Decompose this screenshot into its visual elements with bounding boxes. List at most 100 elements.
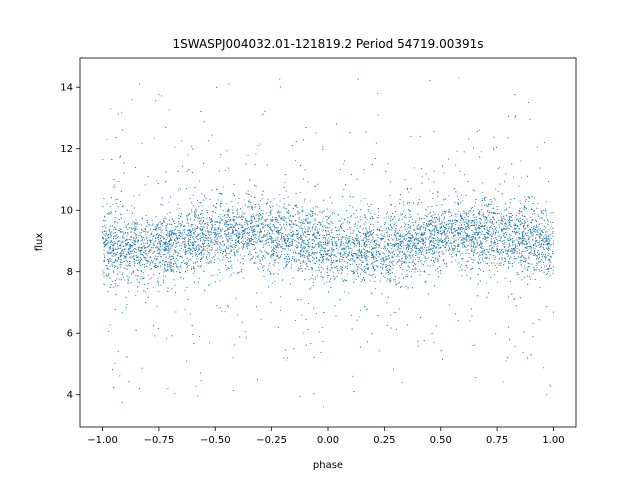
data-point (206, 218, 208, 220)
data-point (507, 246, 509, 248)
data-point (498, 166, 500, 168)
data-point (212, 257, 214, 259)
data-point (443, 232, 445, 234)
data-point (451, 220, 453, 222)
data-point (347, 255, 349, 257)
data-point (542, 213, 544, 215)
data-point (137, 241, 139, 243)
data-point (150, 249, 152, 251)
data-point (107, 258, 109, 260)
data-point (536, 262, 538, 264)
data-point (320, 351, 322, 354)
data-point (516, 238, 518, 240)
data-point (401, 381, 403, 383)
data-point (138, 223, 140, 225)
data-point (473, 243, 476, 245)
data-point (378, 210, 380, 212)
data-point (418, 249, 421, 251)
data-point (163, 261, 165, 263)
data-point (211, 248, 214, 250)
data-point (400, 237, 402, 239)
data-point (437, 219, 439, 221)
data-point (499, 264, 501, 266)
data-point (330, 254, 332, 257)
data-point (530, 247, 532, 250)
data-point (129, 246, 131, 248)
data-point (361, 240, 363, 242)
data-point (480, 151, 482, 153)
data-point (147, 288, 149, 290)
data-point (125, 248, 127, 250)
data-point (323, 209, 326, 211)
data-point (505, 360, 507, 362)
data-point (440, 240, 442, 242)
data-point (306, 228, 308, 231)
data-point (397, 238, 400, 240)
data-point (490, 248, 493, 250)
data-point (260, 219, 262, 221)
data-point (119, 278, 121, 280)
data-point (145, 242, 147, 244)
data-point (307, 245, 309, 247)
data-point (119, 244, 122, 246)
data-point (238, 197, 240, 199)
data-point (121, 261, 123, 263)
data-point (518, 238, 520, 240)
data-point (358, 231, 361, 234)
data-points (101, 77, 555, 408)
data-point (292, 256, 294, 258)
data-point (275, 228, 277, 230)
data-point (516, 227, 518, 229)
data-point (388, 240, 390, 242)
data-point (425, 238, 427, 240)
data-point (261, 263, 263, 265)
data-point (318, 231, 320, 233)
data-point (488, 220, 490, 222)
data-point (287, 217, 289, 219)
data-point (283, 240, 286, 242)
data-point (300, 245, 302, 247)
data-point (535, 265, 537, 267)
data-point (415, 267, 417, 269)
data-point (462, 258, 464, 260)
data-point (524, 235, 526, 237)
data-point (120, 264, 122, 266)
data-point (390, 327, 392, 329)
data-point (456, 213, 458, 215)
data-point (112, 286, 114, 288)
data-point (388, 257, 390, 259)
data-point (333, 237, 335, 239)
data-point (363, 169, 365, 171)
data-point (131, 246, 133, 248)
data-point (207, 224, 210, 226)
data-point (385, 216, 387, 218)
data-point (313, 253, 315, 255)
data-point (546, 273, 549, 275)
data-point (163, 254, 165, 256)
data-point (282, 218, 284, 220)
data-point (536, 251, 538, 254)
data-point (439, 272, 441, 274)
data-point (480, 219, 482, 221)
data-point (147, 240, 149, 242)
data-point (122, 205, 124, 207)
data-point (367, 267, 369, 269)
data-point (345, 266, 347, 268)
data-point (121, 402, 123, 404)
data-point (437, 196, 439, 198)
data-point (492, 213, 494, 215)
data-point (477, 234, 479, 236)
data-point (207, 259, 209, 261)
data-point (120, 228, 122, 230)
data-point (316, 214, 318, 216)
data-point (178, 235, 180, 237)
data-point (458, 270, 460, 272)
data-point (549, 384, 551, 386)
data-point (178, 268, 180, 270)
data-point (485, 241, 487, 243)
data-point (398, 282, 400, 284)
data-point (136, 237, 138, 239)
data-point (460, 234, 462, 236)
data-point (416, 234, 418, 236)
data-point (370, 231, 372, 233)
